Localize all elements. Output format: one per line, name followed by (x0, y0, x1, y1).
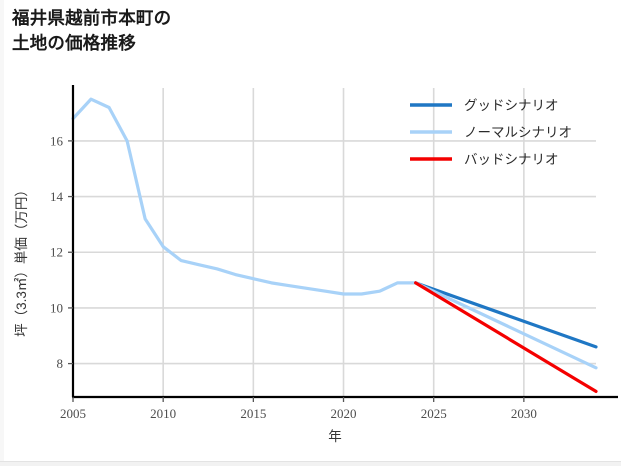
legend-label-2: バッドシナリオ (464, 152, 559, 167)
left-edge-strip (0, 0, 4, 465)
y-tick-label-12: 12 (50, 245, 63, 260)
series-line-グッドシナリオ (414, 281, 598, 349)
y-tick-label-16: 16 (50, 133, 64, 148)
y-tick-marks (68, 140, 73, 365)
x-tick-labels: 2005 2010 2015 2020 2025 2030 (60, 406, 537, 421)
horizontal-gridlines (73, 140, 596, 365)
vertical-gridlines (72, 88, 525, 397)
series-line-実績 (71, 97, 418, 296)
y-tick-label-14: 14 (50, 189, 64, 204)
legend-label-1: ノーマルシナリオ (464, 125, 572, 140)
y-tick-label-10: 10 (50, 300, 63, 315)
y-tick-labels: 8 10 12 14 16 (50, 133, 64, 371)
series-line-バッドシナリオ (414, 281, 598, 394)
x-tick-label-2005: 2005 (60, 406, 86, 421)
x-tick-label-2020: 2020 (331, 406, 357, 421)
x-tick-label-2010: 2010 (150, 406, 176, 421)
x-tick-label-2030: 2030 (511, 406, 537, 421)
x-tick-label-2025: 2025 (421, 406, 447, 421)
y-tick-label-8: 8 (57, 356, 64, 371)
y-axis-title: 坪（3.3㎡）単価（万円） (14, 183, 29, 337)
x-tick-marks (72, 397, 525, 402)
series-line-ノーマルシナリオ (414, 281, 598, 370)
data-series-group (71, 97, 598, 394)
legend-label-0: グッドシナリオ (464, 98, 559, 113)
x-tick-label-2015: 2015 (240, 406, 266, 421)
x-axis-title: 年 (328, 429, 342, 444)
bottom-edge-strip (0, 461, 621, 466)
chart-title: 福井県越前市本町の 土地の価格推移 (12, 8, 172, 54)
